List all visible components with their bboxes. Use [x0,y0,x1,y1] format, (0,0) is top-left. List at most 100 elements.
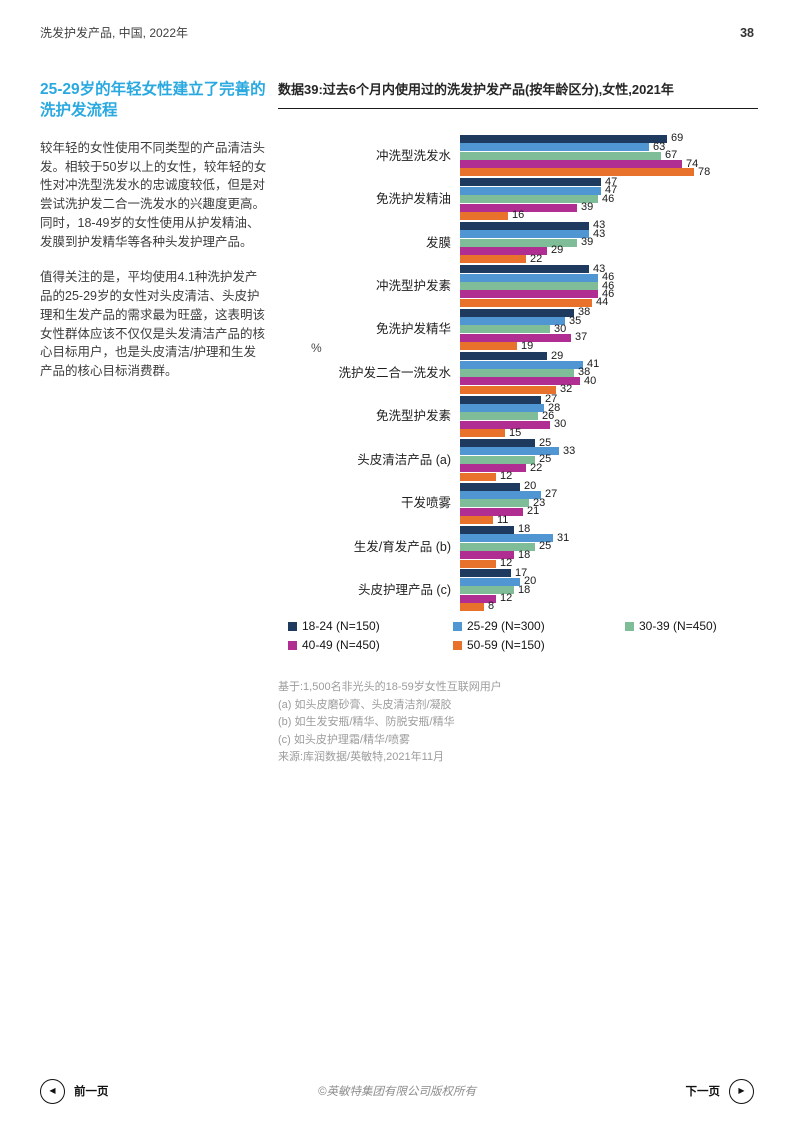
category-bars: 17 20 18 12 8 [460,566,758,612]
bar [460,246,547,255]
category-bars: 18 31 25 18 12 [460,523,758,570]
bar-value-label: 43 [593,227,606,240]
bar-value-label: 12 [500,557,513,570]
bar-line: 46 [460,287,758,300]
chart-category-row: 冲洗型护发素 43 46 46 46 44 [278,263,758,308]
bar-line: 35 [460,314,758,327]
chart-category-row: 免洗护发精油 47 47 46 39 16 [278,175,758,221]
bar [460,273,598,282]
legend-swatch-icon [288,621,297,631]
bar-line: 44 [460,297,758,308]
category-label: 洗护发二合一洗发水 [338,365,451,380]
footnote-line: (a) 如头皮磨砂膏、头皮清洁剂/凝胶 [278,698,452,711]
legend-item: 25-29 (N=300) [453,619,625,633]
bar-value-label: 74 [686,157,699,170]
chart-category-row: 头皮清洁产品 (a) 25 33 25 22 12 [278,437,758,483]
bar [460,325,550,334]
bar-line: 19 [460,339,758,352]
bar-value-label: 46 [602,279,615,292]
category-bars: 43 43 39 29 22 [460,220,758,265]
bar-line: 43 [460,227,758,240]
bar-value-label: 18 [518,548,531,561]
bar-value-label: 17 [515,566,528,579]
category-bars: 25 33 25 22 12 [460,437,758,483]
prev-circle[interactable]: ◀ [40,1078,65,1104]
chart-category-row: 干发喷雾 20 27 23 21 11 [278,480,758,526]
legend-label: 30-39 (N=450) [639,619,717,634]
bar-line: 39 [460,202,758,213]
next-page-label: 下一页 [685,1086,721,1098]
bar-line: 26 [460,409,758,422]
bar-line: 18 [460,523,758,536]
bar-value-label: 46 [602,287,615,300]
bar-value-label: 33 [563,444,576,457]
bar [460,542,535,551]
bar-value-label: 19 [521,339,534,352]
bar-value-label: 21 [527,505,540,518]
body-paragraph: 较年轻的女性使用不同类型的产品清洁头发。相较于50岁以上的女性，较年轻的女性对冲… [40,140,267,249]
bar-line: 8 [460,601,758,612]
bar-line: 38 [460,367,758,378]
chart-column: 数据39:过去6个月内使用过的洗发护发产品(按年龄区分),女性,2021年 % … [278,82,758,767]
bar-line: 28 [460,401,758,414]
bar [460,464,526,473]
bar [460,211,508,220]
bar-value-label: 12 [500,470,513,483]
page-footer: ◀ 前一页 ©英敏特集团有限公司版权所有 下一页 ▶ [40,1076,754,1106]
bar-value-label: 26 [542,409,555,422]
bar-line: 18 [460,548,758,561]
category-label: 头皮清洁产品 (a) [357,452,451,467]
bar [460,203,577,212]
title-divider [278,107,758,109]
bar-value-label: 18 [518,523,531,536]
bar-value-label: 35 [569,314,582,327]
bar-line: 20 [460,576,758,587]
bar [460,178,601,187]
next-page-button[interactable]: 下一页 ▶ [685,1078,754,1104]
bar [460,439,535,448]
bar [460,412,538,421]
prev-page-button[interactable]: ◀ 前一页 [40,1078,109,1104]
bar [460,151,661,160]
legend-item: 30-39 (N=450) [625,619,758,633]
legend-item: 18-24 (N=150) [288,619,453,633]
bar-line: 46 [460,271,758,284]
category-label: 冲洗型护发素 [375,279,451,294]
bar [460,186,601,195]
bar [460,516,493,525]
bar [460,447,559,456]
bar [460,559,496,568]
bar-value-label: 28 [548,401,561,414]
bar-value-label: 22 [530,252,543,265]
bar-value-label: 46 [602,271,615,284]
document-title: 洗发护发产品, 中国, 2022年 [40,26,189,40]
bar-line: 11 [460,514,758,525]
category-label: 生发/育发产品 (b) [353,539,451,554]
legend-swatch-icon [453,640,462,650]
bar [460,490,541,499]
bar-line: 43 [460,220,758,231]
bar-line: 21 [460,505,758,518]
bar-value-label: 38 [578,306,591,319]
bar-line: 15 [460,426,758,439]
chart-category-row: 免洗型护发素 27 28 26 30 15 [278,394,758,439]
bar-value-label: 41 [587,358,600,371]
bar-value-label: 20 [524,480,537,493]
bar-value-label: 37 [575,331,588,344]
bar-value-label: 40 [584,374,597,387]
bar [460,551,514,560]
bar-value-label: 15 [509,426,522,439]
bar-line: 31 [460,532,758,543]
legend-label: 25-29 (N=300) [467,619,545,634]
bar-line: 17 [460,566,758,579]
bar [460,404,544,412]
bar-line: 27 [460,489,758,500]
bar [460,420,550,429]
bar [460,377,580,386]
bar-value-label: 47 [605,175,618,188]
bar-value-label: 69 [671,132,684,145]
bar-line: 25 [460,437,758,448]
chart-category-row: 冲洗型洗发水 69 63 67 74 78 [278,132,758,178]
page-header: 洗发护发产品, 中国, 2022年 38 [40,24,754,41]
next-circle[interactable]: ▶ [729,1078,754,1104]
